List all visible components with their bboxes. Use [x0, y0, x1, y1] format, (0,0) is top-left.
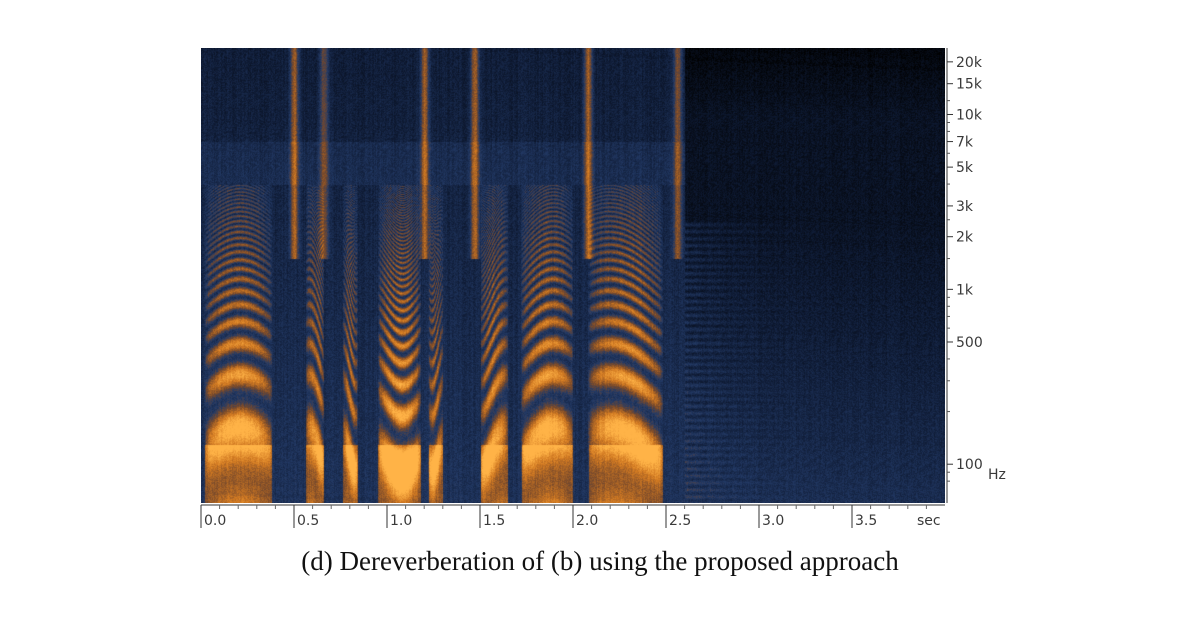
x-tick-label: 1.0 — [390, 513, 412, 529]
y-tick-label: 7k — [956, 135, 974, 151]
y-unit-label: Hz — [988, 467, 1006, 483]
x-tick-label: 2.5 — [669, 513, 691, 529]
x-unit-label: sec — [917, 513, 941, 529]
y-tick-label: 3k — [956, 199, 974, 215]
y-tick-label: 2k — [956, 230, 974, 246]
x-tick-label: 3.0 — [762, 513, 784, 529]
x-tick-label: 3.5 — [855, 513, 877, 529]
y-tick-label: 5k — [956, 160, 974, 176]
y-tick-label: 1k — [956, 282, 974, 298]
y-tick-label: 100 — [956, 457, 983, 473]
spectrogram-image — [201, 48, 945, 503]
y-tick-label: 500 — [956, 335, 983, 351]
y-tick-label: 15k — [956, 77, 983, 93]
x-tick-label: 0.0 — [204, 513, 226, 529]
y-tick-label: 20k — [956, 55, 983, 71]
x-tick-label: 2.0 — [576, 513, 598, 529]
x-tick-label: 1.5 — [483, 513, 505, 529]
x-tick-label: 0.5 — [297, 513, 319, 529]
figure-caption: (d) Dereverberation of (b) using the pro… — [301, 546, 899, 576]
y-tick-label: 10k — [956, 107, 983, 123]
